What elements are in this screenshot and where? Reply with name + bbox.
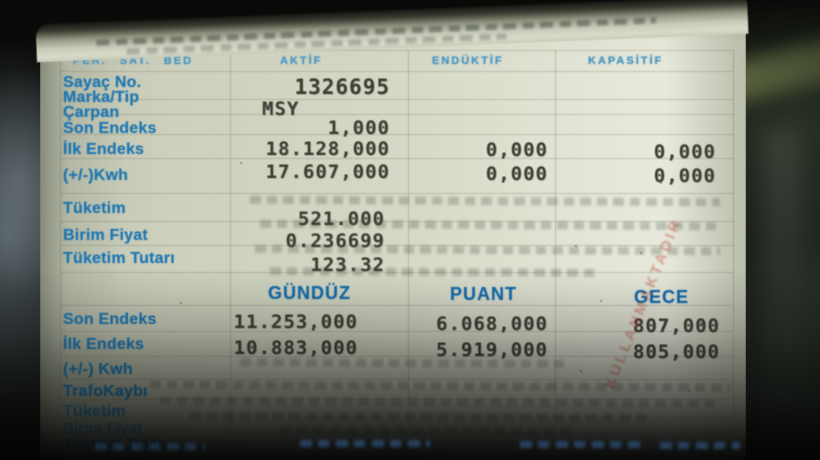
row-label-ilk-endeks: İlk Endeks — [63, 141, 145, 158]
bleedthrough-text — [189, 411, 651, 423]
kwh-aktif: 17.607,000 — [265, 161, 390, 183]
grid-vline — [60, 50, 61, 442]
bleedthrough-text — [239, 358, 571, 368]
paper-speck — [580, 370, 582, 372]
bleedthrough-text — [249, 195, 721, 207]
table1-col-enduktif: ENDÜKTİF — [432, 55, 504, 67]
paper-speck — [688, 390, 690, 392]
bottom-blue-blurred-text — [300, 440, 430, 447]
grid-hline — [60, 114, 734, 115]
row-label-son-endeks-2: Son Endeks — [63, 311, 157, 328]
background-gray-streak — [762, 130, 802, 460]
son-endeks-puant: 6.068,000 — [436, 313, 548, 335]
paper-speck — [600, 300, 602, 302]
ilk-endeks-enduktif: 0,000 — [485, 139, 548, 161]
row-label-trafo-kaybi: TrafoKaybı — [63, 383, 148, 400]
paper-speck — [240, 162, 242, 164]
row-label-kwh-2: (+/-) Kwh — [63, 361, 133, 378]
receipt-paper: PER. SAT. BED AKTİF ENDÜKTİF KAPASİTİF S… — [40, 10, 746, 460]
meter-number-value: 1326695 — [294, 75, 390, 99]
carpan-value: 1,000 — [327, 117, 390, 139]
row-label-son-endeks: Son Endeks — [63, 120, 157, 137]
paper-speck — [700, 322, 703, 325]
son-endeks-aktif: 18.128,000 — [265, 138, 390, 160]
table1-col-aktif: AKTİF — [280, 55, 323, 67]
bottom-blue-blurred-text — [95, 443, 205, 450]
bleedthrough-text — [149, 380, 731, 392]
son-endeks-gunduz: 11.253,000 — [233, 311, 358, 333]
bottom-blue-blurred-text — [520, 441, 640, 448]
grid-hline — [60, 99, 734, 100]
table2-col-puant: PUANT — [450, 284, 517, 304]
paper-speck — [180, 302, 182, 304]
grid-hline — [60, 134, 734, 135]
grid-hline — [60, 71, 734, 72]
ilk-endeks-gunduz: 10.883,000 — [233, 337, 358, 359]
kwh-enduktif: 0,000 — [485, 163, 548, 185]
paper-speck — [640, 252, 642, 254]
bleedthrough-text — [269, 267, 601, 277]
row-label-ilk-endeks-2: İlk Endeks — [63, 336, 145, 353]
row-label-tuketim-tutari: Tüketim Tutarı — [63, 250, 175, 267]
table2-col-gunduz: GÜNDÜZ — [268, 283, 351, 303]
bottom-blue-blurred-text — [660, 442, 740, 449]
paper-speck — [575, 245, 577, 247]
bleedthrough-text — [279, 426, 571, 436]
row-label-kwh: (+/-)Kwh — [63, 167, 129, 184]
row-label-birim-fiyat: Birim Fiyat — [63, 227, 148, 244]
bleedthrough-text — [159, 396, 721, 408]
row-label-tuketim-2: Tüketim — [63, 403, 126, 420]
ilk-endeks-puant: 5.919,000 — [436, 339, 548, 361]
row-label-tuketim: Tüketim — [63, 200, 126, 217]
table1-col-kapasitif: KAPASİTİF — [588, 55, 664, 67]
grid-hline — [60, 193, 734, 194]
paper-speck — [660, 182, 662, 184]
